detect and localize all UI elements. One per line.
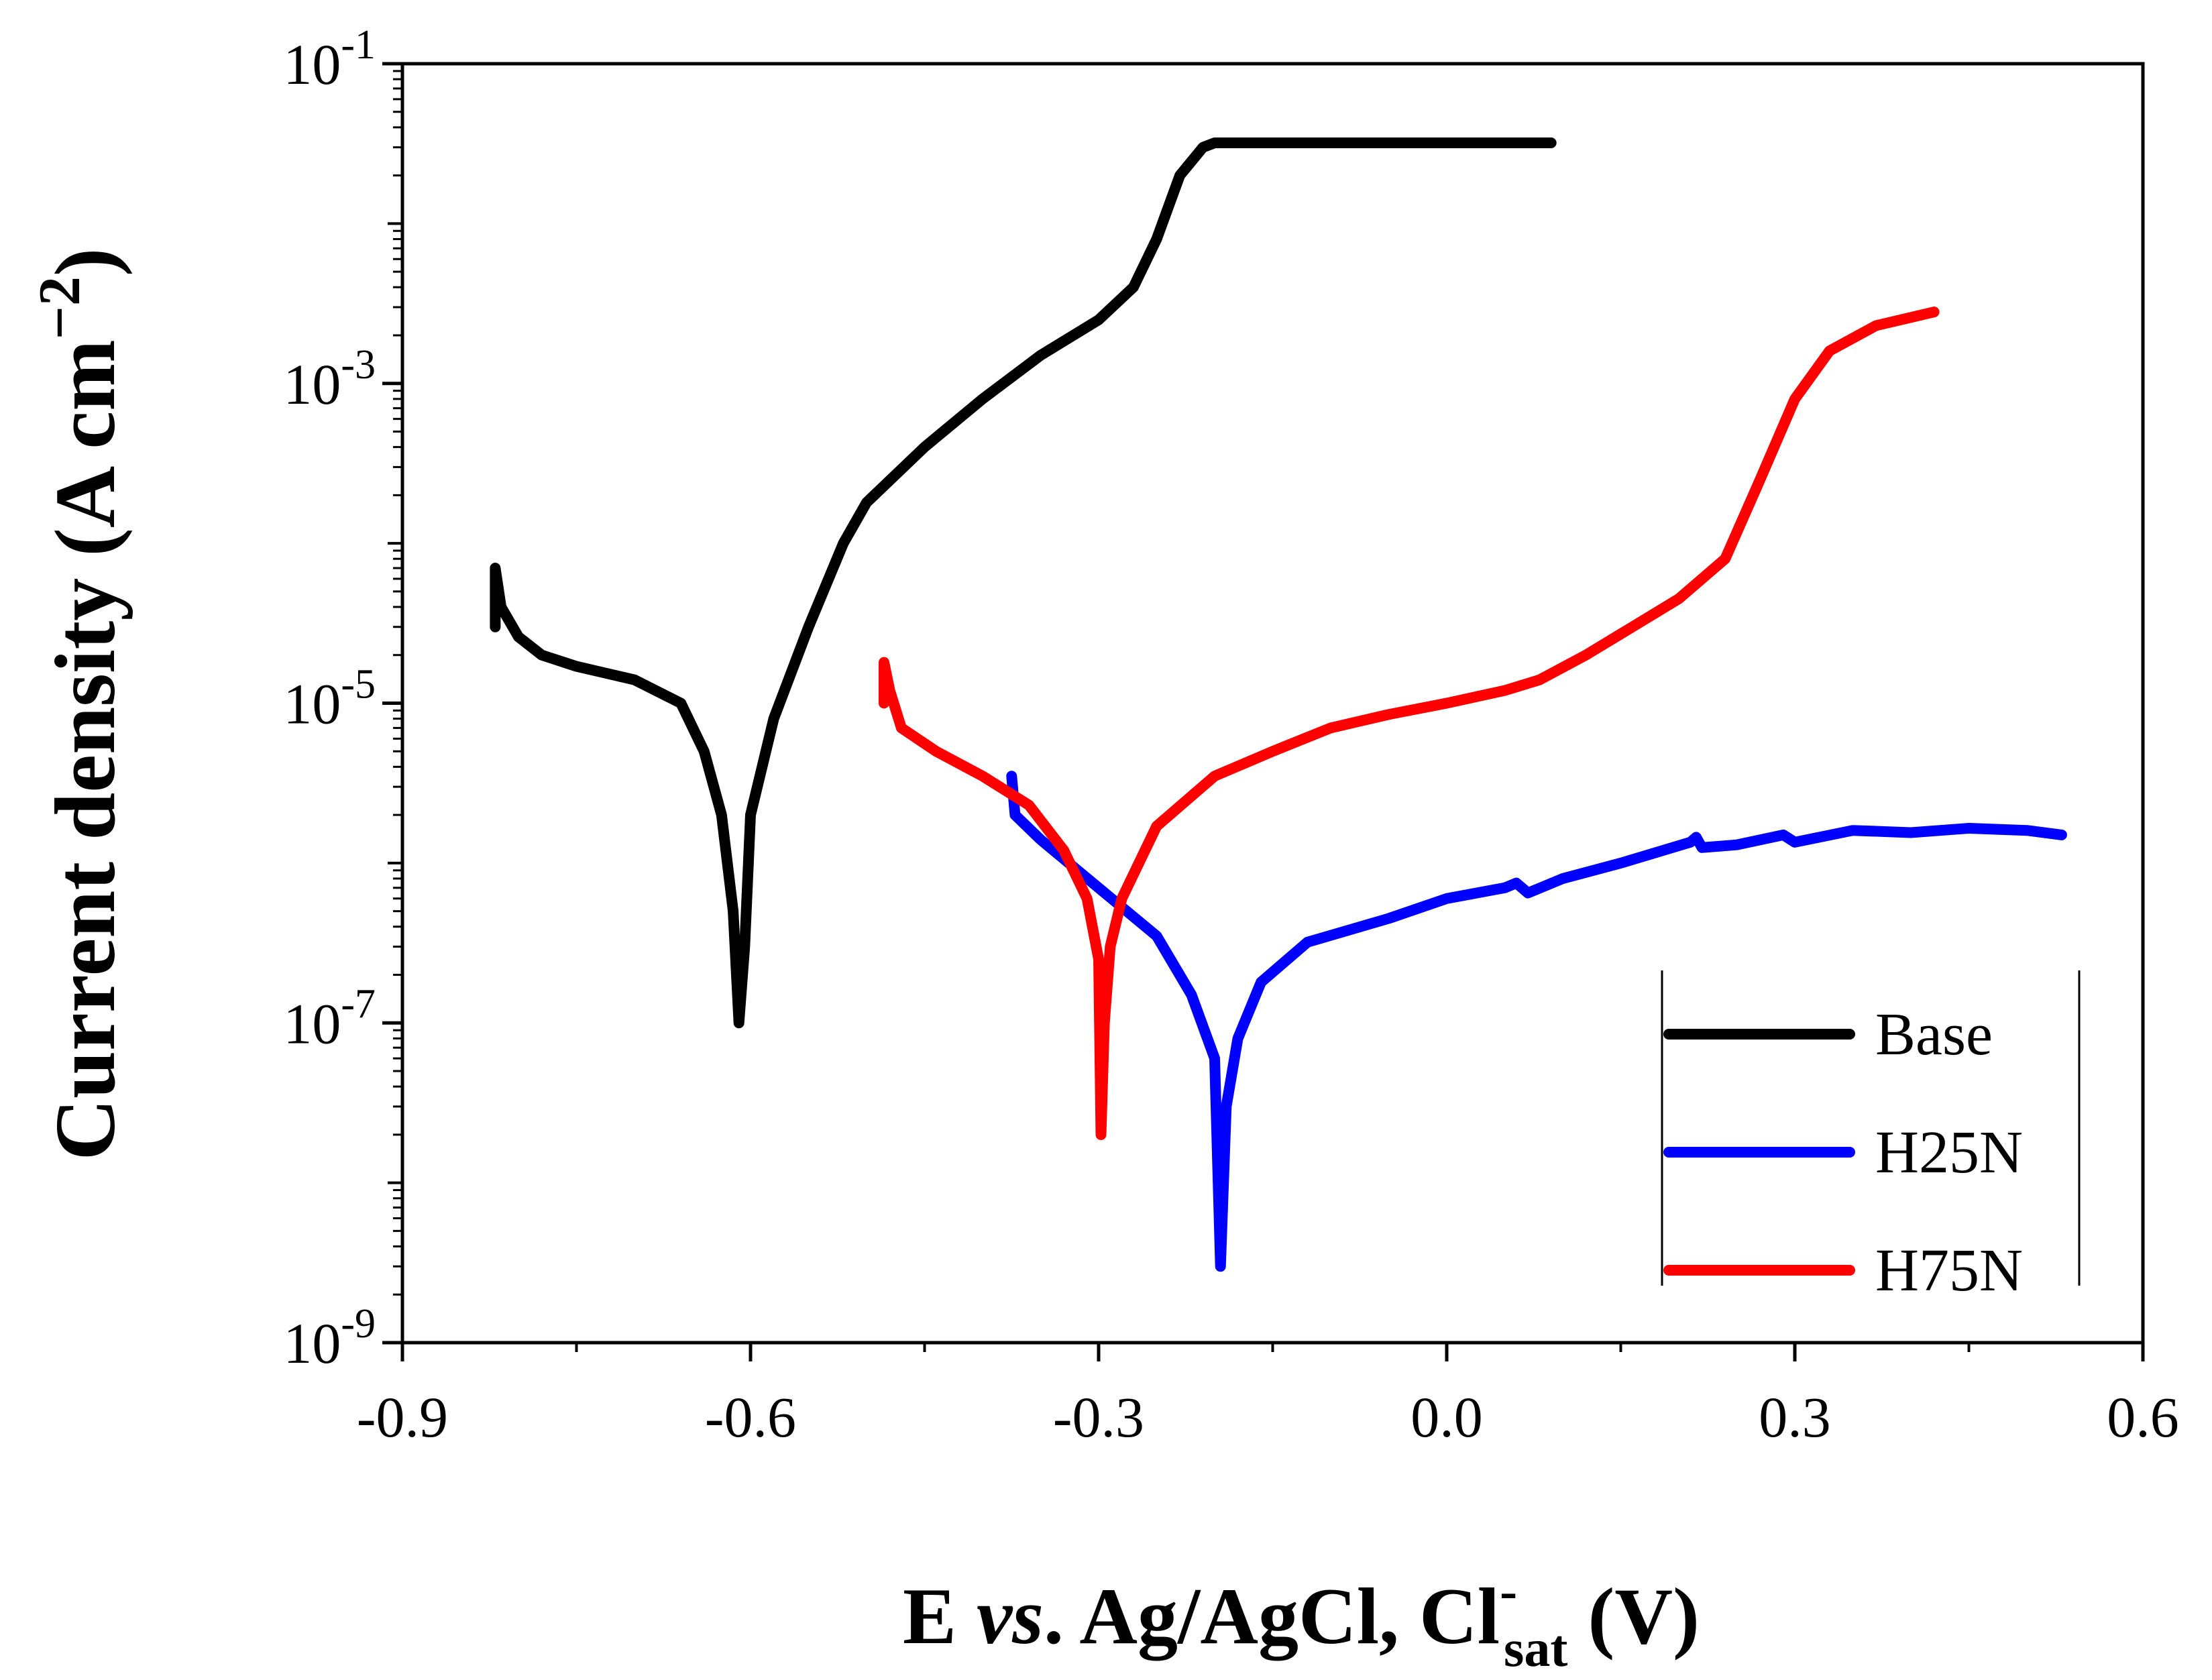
x-tick-label: 0.6: [2107, 1385, 2179, 1449]
series-layer: [490, 137, 2067, 1272]
y-tick-label: 10-9: [283, 1301, 376, 1376]
y-tick-label: 10-1: [283, 22, 376, 97]
minor-ticks: [393, 70, 1971, 1352]
x-axis-title-superscript: -: [1500, 1561, 1517, 1620]
x-axis-title-middle: . Ag/AgCl, Cl: [1044, 1571, 1500, 1661]
x-axis-title-prefix: E: [903, 1571, 977, 1661]
major-ticks: [382, 62, 2145, 1361]
y-axis-title-text: Current density (A cm: [38, 339, 133, 1160]
y-axis-title-superscript: −2: [27, 276, 93, 339]
legend: Base H25N H75N: [1661, 970, 2081, 1304]
x-axis-title-italic: vs: [977, 1571, 1044, 1661]
y-tick-labels: 10-9 10-7 10-5 10-3 10-1: [283, 22, 376, 1376]
y-axis-title: Current density (A cm−2): [27, 248, 133, 1161]
y-tick-label: 10-7: [283, 981, 376, 1056]
y-tick-label: 10-3: [283, 342, 376, 416]
x-axis-title-subscript: sat: [1504, 1619, 1567, 1677]
x-tick-labels: -0.9 -0.6 -0.3 0.0 0.3 0.6: [357, 1385, 2179, 1449]
x-tick-label: 0.0: [1411, 1385, 1483, 1449]
x-axis-title-suffix: (V): [1567, 1571, 1700, 1661]
y-tick-label: 10-5: [283, 662, 376, 736]
y-axis-title-suffix: ): [38, 248, 133, 277]
x-tick-label: -0.6: [705, 1385, 796, 1449]
plot-frame: [400, 62, 2145, 1345]
legend-label-h25n: H25N: [1875, 1119, 2023, 1186]
legend-label-h75n: H75N: [1875, 1237, 2023, 1304]
x-tick-label: -0.3: [1053, 1385, 1144, 1449]
x-tick-label: 0.3: [1759, 1385, 1831, 1449]
x-axis-title: E vs. Ag/AgCl, Cl-sat (V): [903, 1561, 1700, 1677]
legend-label-base: Base: [1875, 1001, 1993, 1068]
series-line-h75n: [879, 306, 1940, 1140]
x-tick-label: -0.9: [357, 1385, 448, 1449]
series-line-base: [490, 137, 1557, 1029]
series-line-h25n: [1006, 771, 2067, 1272]
